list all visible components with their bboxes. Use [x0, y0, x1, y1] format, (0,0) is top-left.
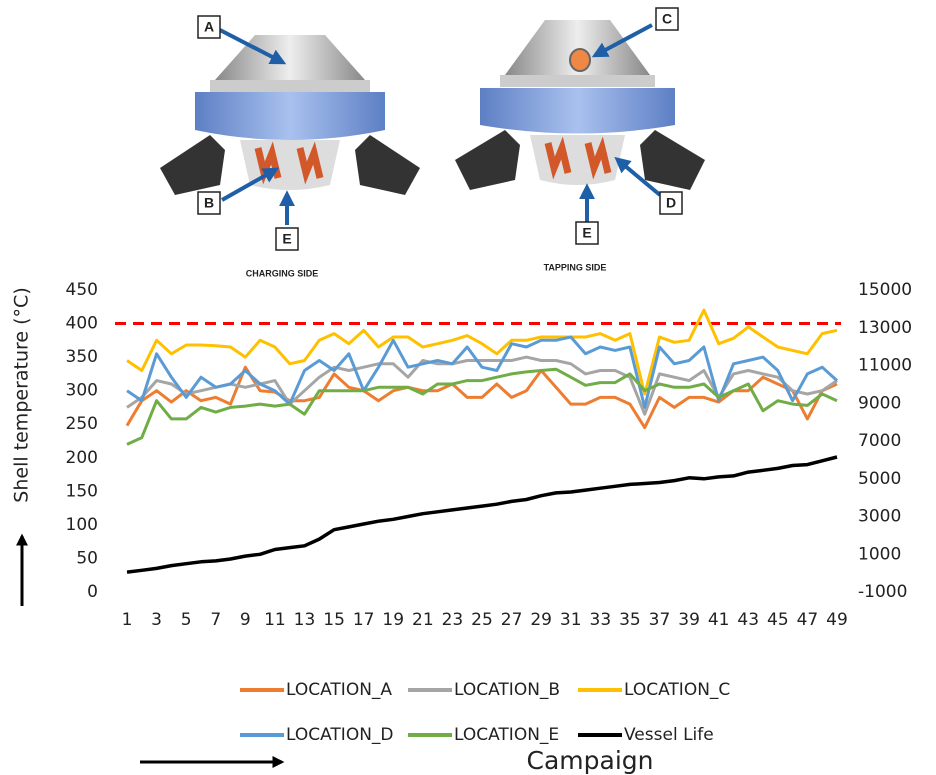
callout-label: E	[582, 225, 591, 241]
callout-label: B	[204, 195, 214, 211]
x-tick-label: 49	[826, 610, 848, 630]
x-tick-label: 43	[737, 610, 759, 630]
x-tick-label: 3	[151, 610, 162, 630]
x-tick-label: 27	[501, 610, 523, 630]
furnace-tapping: C E D TAPPING SIDE	[455, 8, 705, 272]
y2-tick-label: 13000	[858, 318, 912, 338]
x-tick-label: 15	[323, 610, 345, 630]
x-tick-label: 17	[353, 610, 375, 630]
furnace-charging: A B E CHARGING SIDE	[160, 16, 420, 278]
x-tick-label: 33	[590, 610, 612, 630]
y2-tick-label: 3000	[858, 507, 901, 527]
y2-tick-label: 9000	[858, 393, 901, 413]
page: A B E CHARGING SIDE C E D TAPPING SIDE S…	[0, 0, 936, 775]
x-tick-label: 47	[797, 610, 819, 630]
legend-label: LOCATION_E	[454, 725, 559, 745]
x-tick-label: 41	[708, 610, 730, 630]
x-axis-title: Campaign	[527, 746, 654, 775]
x-tick-label: 9	[240, 610, 251, 630]
y-tick-label: 0	[87, 582, 98, 602]
y2-tick-label: 7000	[858, 431, 901, 451]
x-tick-label: 29	[530, 610, 552, 630]
x-tick-label: 39	[678, 610, 700, 630]
y-tick-label: 50	[76, 548, 98, 568]
legend-label: LOCATION_D	[286, 725, 394, 745]
x-tick-label: 13	[294, 610, 316, 630]
x-tick-label: 31	[560, 610, 582, 630]
callout-label: C	[662, 11, 672, 27]
y2-tick-label: 1000	[858, 544, 901, 564]
y-tick-label: 300	[66, 381, 98, 401]
x-tick-label: 5	[181, 610, 192, 630]
x-tick-label: 1	[122, 610, 133, 630]
y2-tick-label: 5000	[858, 469, 901, 489]
x-tick-label: 25	[471, 610, 493, 630]
callout-label: E	[282, 231, 291, 247]
y-tick-label: 200	[66, 448, 98, 468]
y-tick-label: 450	[66, 280, 98, 300]
x-tick-label: 11	[264, 610, 286, 630]
panel-caption: CHARGING SIDE	[246, 268, 319, 278]
panel-caption: TAPPING SIDE	[544, 262, 607, 272]
y2-tick-label: -1000	[858, 582, 907, 602]
x-tick-label: 21	[412, 610, 434, 630]
legend-label: LOCATION_A	[286, 680, 392, 700]
y2-tick-label: 15000	[858, 280, 912, 300]
x-tick-label: 37	[649, 610, 671, 630]
y-axis-title: Shell temperature (°C)	[11, 287, 33, 502]
y-tick-label: 100	[66, 515, 98, 535]
legend-label: Vessel Life	[624, 725, 714, 745]
x-tick-label: 45	[767, 610, 789, 630]
callout-label: A	[204, 19, 214, 35]
x-tick-label: 7	[210, 610, 221, 630]
x-tick-label: 19	[382, 610, 404, 630]
series-line	[127, 457, 837, 572]
x-tick-label: 35	[619, 610, 641, 630]
legend-label: LOCATION_B	[454, 680, 560, 700]
legend-label: LOCATION_C	[624, 680, 730, 700]
y-tick-label: 350	[66, 347, 98, 367]
y-tick-label: 250	[66, 414, 98, 434]
y-tick-label: 150	[66, 481, 98, 501]
x-tick-label: 23	[442, 610, 464, 630]
callout-label: D	[666, 195, 676, 211]
y-tick-label: 400	[66, 314, 98, 334]
y2-tick-label: 11000	[858, 356, 912, 376]
